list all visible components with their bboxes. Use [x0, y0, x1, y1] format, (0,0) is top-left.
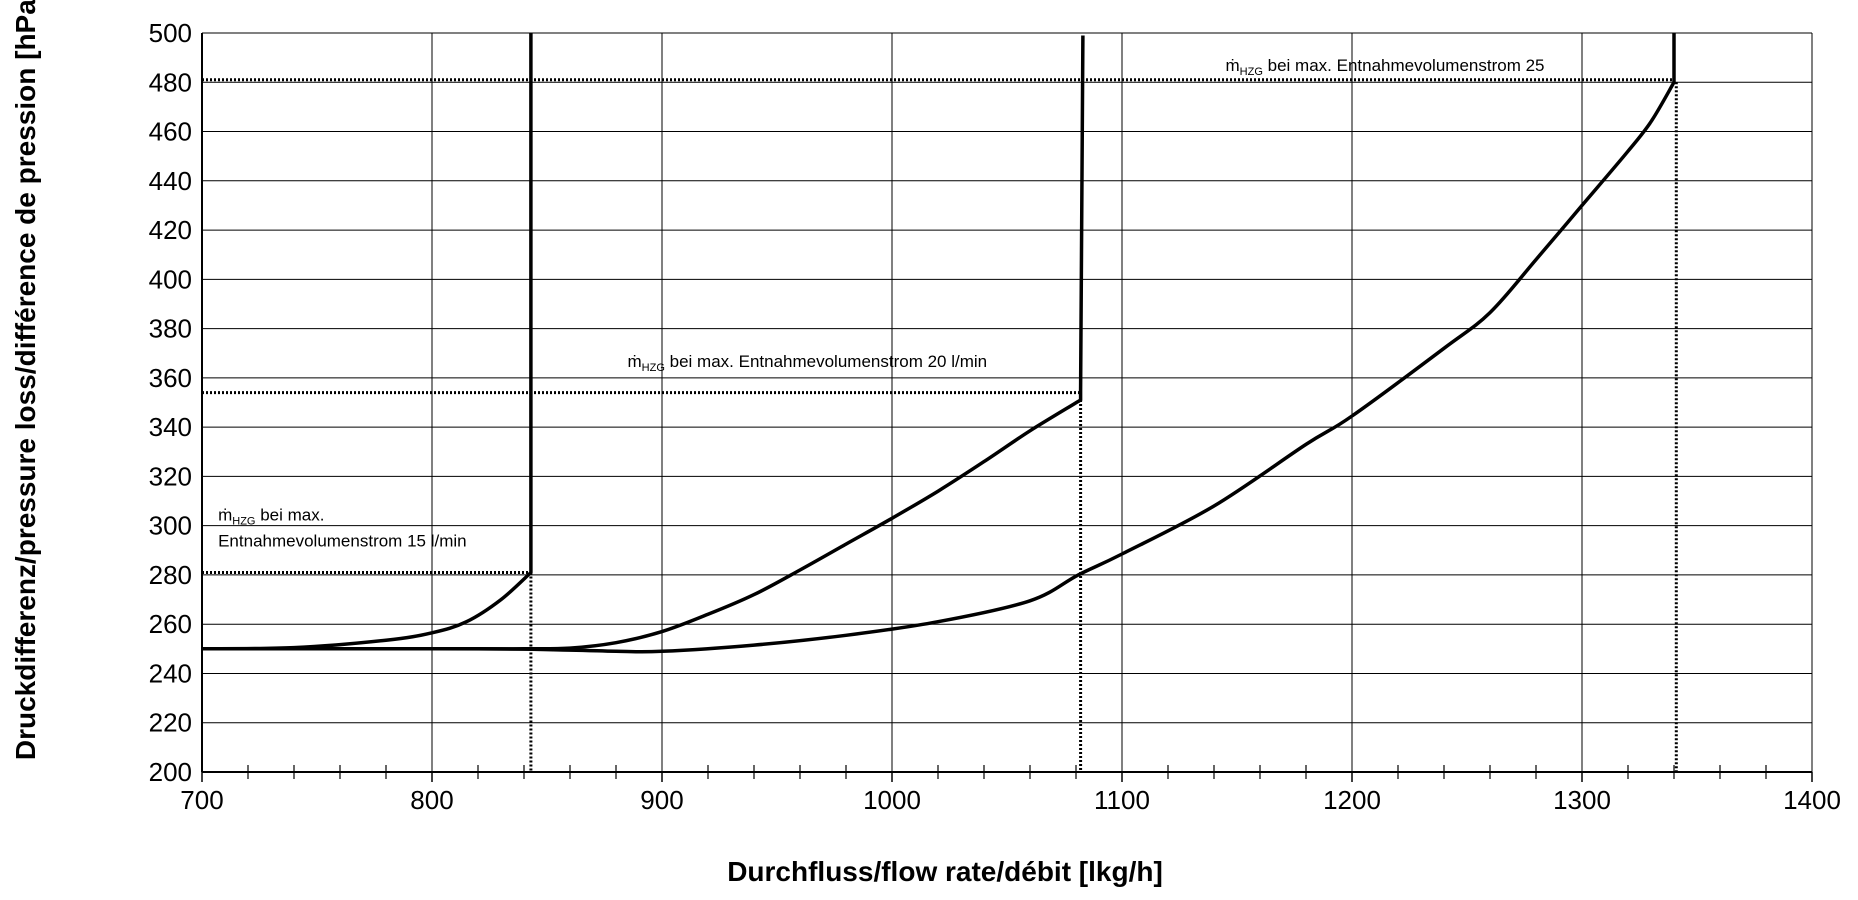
y-tick-label: 440 [149, 166, 192, 196]
y-tick-label: 200 [149, 757, 192, 787]
y-axis-title: Druckdifferenz/pressure loss/différence … [10, 0, 41, 760]
annotation-1-line2: Entnahmevolumenstrom 15 l/min [218, 532, 467, 551]
x-axis-title: Durchfluss/flow rate/débit [lkg/h] [727, 856, 1163, 887]
annotation-2: ṁHZG bei max. Entnahmevolumenstrom 20 l/… [628, 352, 988, 374]
grid [201, 32, 1813, 773]
y-tick-label: 220 [149, 708, 192, 738]
x-tick-label: 1200 [1323, 785, 1381, 815]
y-tick-label: 320 [149, 461, 192, 491]
y-tick-label: 260 [149, 609, 192, 639]
annotation-3: ṁHZG bei max. Entnahmevolumenstrom 25 [1226, 56, 1545, 78]
y-tick-label: 480 [149, 67, 192, 97]
reference-lines [202, 78, 1678, 772]
axes: 200 220 240 260 280 300 320 340 360 380 400 420 440 4… [149, 18, 1841, 815]
series-line-1 [201, 33, 533, 651]
x-tick-label: 900 [640, 785, 683, 815]
x-tick-label: 1000 [863, 785, 921, 815]
y-tick-label: 420 [149, 215, 192, 245]
y-tick-label: 500 [149, 18, 192, 48]
x-tick-label: 800 [410, 785, 453, 815]
series-line-3 [201, 33, 1676, 654]
y-tick-label: 360 [149, 363, 192, 393]
x-tick-label: 1400 [1783, 785, 1841, 815]
y-tick-label: 340 [149, 412, 192, 442]
annotation-1: ṁHZG bei max. [218, 506, 324, 528]
y-tick-label: 400 [149, 264, 192, 294]
y-tick-label: 460 [149, 117, 192, 147]
x-tick-label: 1300 [1553, 785, 1611, 815]
y-tick-label: 240 [149, 658, 192, 688]
y-tick-label: 280 [149, 560, 192, 590]
y-tick-label: 300 [149, 511, 192, 541]
annotations: ṁHZG bei max. Entnahmevolumenstrom 15 l/m… [218, 56, 1544, 551]
series-line-2 [202, 35, 1085, 651]
x-tick-label: 700 [180, 785, 223, 815]
y-tick-label: 380 [149, 314, 192, 344]
series-lines [201, 33, 1676, 654]
x-tick-label: 1100 [1094, 785, 1150, 815]
